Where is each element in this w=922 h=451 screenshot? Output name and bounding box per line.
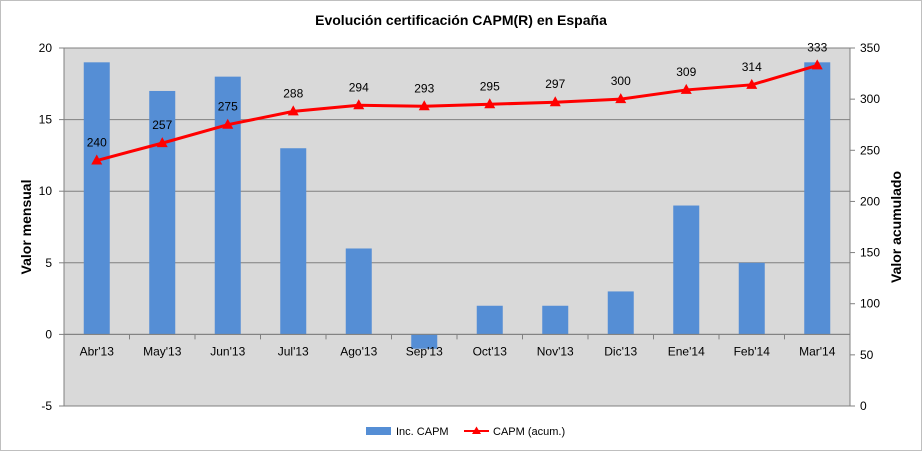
line-marker: [615, 93, 627, 104]
line-marker: [353, 99, 365, 110]
data-label: 293: [414, 81, 434, 95]
data-label: 297: [545, 77, 565, 91]
bar: [149, 90, 176, 335]
x-tick-label: Abr'13: [80, 344, 115, 358]
x-tick-label: Jun'13: [210, 344, 245, 358]
bar: [83, 62, 110, 335]
bar: [345, 248, 372, 335]
data-label: 288: [283, 86, 303, 100]
series-line: [96, 63, 818, 162]
x-tick-label: Nov'13: [537, 344, 574, 358]
line-series: [91, 59, 823, 165]
data-label: 257: [152, 118, 172, 132]
bar: [607, 291, 634, 335]
legend-line-label: CAPM (acum.): [493, 426, 565, 438]
bar: [476, 305, 503, 335]
y2-tick-label: 200: [860, 194, 880, 208]
y-tick-label: 15: [39, 113, 53, 127]
y2-tick-label: 350: [860, 41, 880, 55]
bar: [673, 205, 700, 335]
line-marker: [746, 78, 758, 89]
data-label: 333: [807, 40, 827, 54]
x-tick-label: May'13: [143, 344, 182, 358]
chart-title: Evolución certificación CAPM(R) en Españ…: [315, 12, 607, 28]
data-label: 294: [349, 80, 369, 94]
y-tick-label: 20: [39, 41, 53, 55]
line-marker: [484, 98, 496, 109]
line-marker: [549, 96, 561, 107]
y-tick-label: 5: [45, 256, 52, 270]
y-tick-label: 0: [45, 327, 52, 341]
line-marker: [811, 59, 823, 70]
bar: [280, 148, 307, 335]
plot-area: [63, 47, 851, 407]
x-tick-label: Mar'14: [799, 344, 836, 358]
y2-tick-label: 0: [860, 399, 867, 413]
data-label: 314: [742, 60, 762, 74]
bar: [738, 262, 765, 335]
line-marker: [156, 137, 168, 148]
legend: Inc. CAPM CAPM (acum.): [366, 426, 565, 438]
y-tick-label: -5: [41, 399, 52, 413]
y-axis-title: Valor mensual: [18, 180, 34, 275]
x-tick-label: Ago'13: [340, 344, 377, 358]
y2-tick-label: 150: [860, 246, 880, 260]
legend-bar-swatch: [366, 427, 391, 435]
y2-tick-label: 50: [860, 348, 874, 362]
data-label: 295: [480, 79, 500, 93]
data-labels: 240 257 275 288 294 293 295 297 300 309 314 333: [87, 40, 828, 149]
legend-line-marker: [472, 426, 481, 434]
x-tick-label: Dic'13: [604, 344, 637, 358]
y2-axis-title: Valor acumulado: [888, 171, 904, 283]
line-marker: [418, 100, 430, 111]
y2-tick-label: 100: [860, 297, 880, 311]
line-marker: [91, 154, 103, 165]
data-label: 240: [87, 136, 107, 150]
line-marker: [680, 83, 692, 94]
y2-tick-label: 300: [860, 92, 880, 106]
data-label: 309: [676, 65, 696, 79]
x-tick-label: Ene'14: [668, 344, 705, 358]
x-tick-label: Oct'13: [473, 344, 508, 358]
x-tick-label: Feb'14: [734, 344, 771, 358]
x-tick-label: Jul'13: [278, 344, 309, 358]
data-label: 300: [611, 74, 631, 88]
y2-tick-label: 250: [860, 143, 880, 157]
bar: [804, 62, 831, 335]
bar: [542, 305, 569, 335]
bar: [214, 76, 241, 335]
legend-bar-label: Inc. CAPM: [396, 426, 449, 438]
y-tick-label: 10: [39, 184, 53, 198]
x-tick-label: Sep'13: [406, 344, 443, 358]
line-marker: [287, 105, 299, 116]
data-label: 275: [218, 100, 238, 114]
bar: [411, 334, 438, 349]
line-marker: [222, 118, 234, 129]
